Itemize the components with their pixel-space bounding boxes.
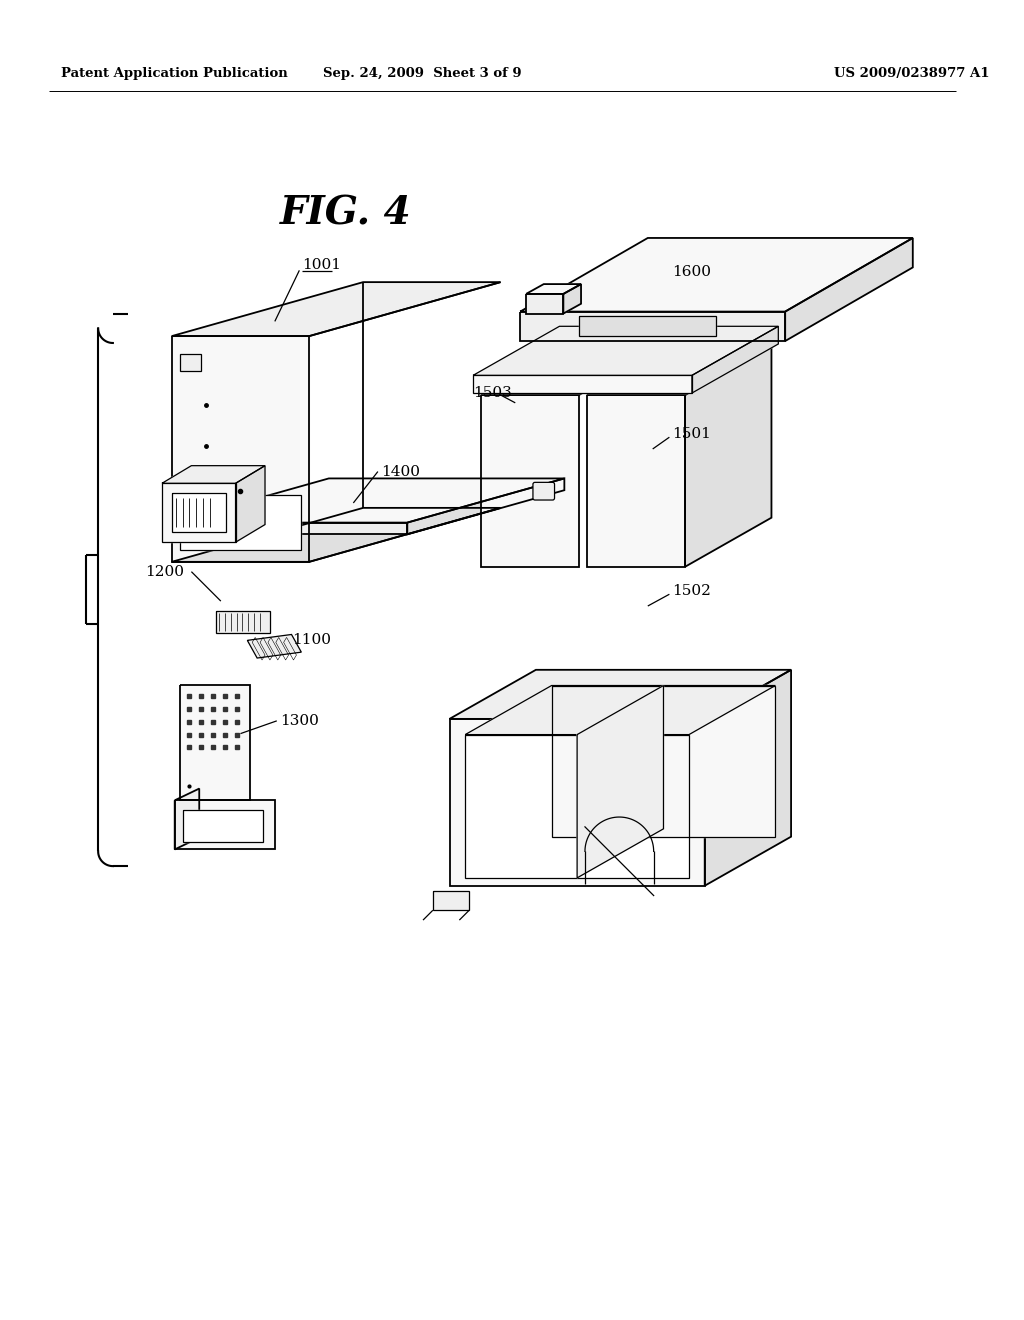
Polygon shape: [450, 669, 792, 719]
Polygon shape: [216, 611, 270, 632]
Text: Sep. 24, 2009  Sheet 3 of 9: Sep. 24, 2009 Sheet 3 of 9: [323, 66, 521, 79]
Polygon shape: [473, 375, 692, 393]
FancyBboxPatch shape: [532, 482, 555, 500]
Text: 1700: 1700: [534, 298, 572, 312]
Polygon shape: [408, 478, 564, 535]
Polygon shape: [552, 685, 775, 837]
Polygon shape: [175, 788, 200, 850]
Polygon shape: [172, 282, 501, 337]
Polygon shape: [172, 494, 225, 532]
Polygon shape: [520, 312, 785, 341]
Polygon shape: [182, 810, 263, 842]
Polygon shape: [450, 719, 705, 886]
Polygon shape: [172, 508, 501, 562]
Polygon shape: [179, 495, 301, 550]
Polygon shape: [520, 238, 912, 312]
Polygon shape: [175, 800, 274, 850]
Polygon shape: [580, 317, 717, 337]
Text: 1001: 1001: [302, 259, 341, 272]
Text: 1300: 1300: [280, 714, 318, 727]
Text: FIG. 4: FIG. 4: [280, 194, 412, 232]
Text: 1100: 1100: [293, 634, 332, 647]
Text: 1600: 1600: [673, 265, 712, 280]
Text: 1502: 1502: [673, 585, 712, 598]
Polygon shape: [563, 284, 581, 314]
Polygon shape: [179, 685, 250, 800]
Polygon shape: [526, 294, 563, 314]
Polygon shape: [236, 466, 265, 543]
Text: 1503: 1503: [473, 385, 512, 400]
Polygon shape: [481, 346, 666, 395]
Polygon shape: [578, 685, 664, 878]
Bar: [179, 354, 201, 371]
Polygon shape: [587, 395, 685, 566]
Polygon shape: [162, 466, 265, 483]
Polygon shape: [685, 346, 771, 566]
Polygon shape: [705, 669, 792, 886]
Polygon shape: [587, 346, 771, 395]
Polygon shape: [785, 238, 912, 341]
Polygon shape: [526, 284, 581, 294]
Polygon shape: [172, 523, 408, 535]
Text: Patent Application Publication: Patent Application Publication: [60, 66, 288, 79]
Polygon shape: [172, 337, 309, 562]
Text: US 2009/0238977 A1: US 2009/0238977 A1: [835, 66, 990, 79]
Polygon shape: [433, 891, 469, 911]
Polygon shape: [481, 395, 580, 566]
Polygon shape: [162, 483, 236, 543]
Polygon shape: [473, 326, 778, 375]
Polygon shape: [465, 685, 775, 735]
Text: 1501: 1501: [673, 428, 712, 441]
Text: 1200: 1200: [145, 565, 184, 578]
Polygon shape: [692, 326, 778, 393]
Polygon shape: [172, 478, 564, 523]
Polygon shape: [465, 735, 689, 878]
Polygon shape: [248, 635, 301, 659]
Text: 1400: 1400: [381, 465, 420, 479]
